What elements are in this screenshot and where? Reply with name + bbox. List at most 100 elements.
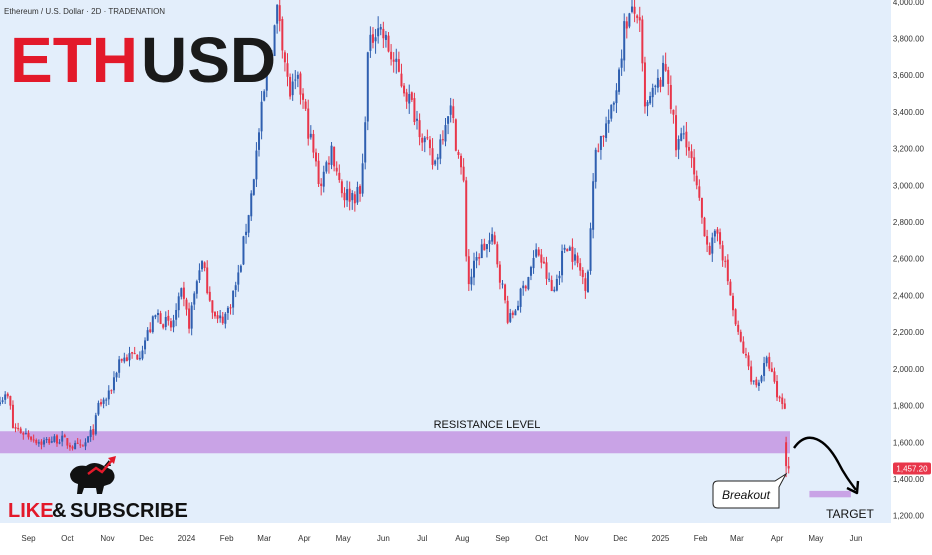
y-tick-label: 1,200.00 xyxy=(893,512,925,521)
candle-down xyxy=(716,229,719,234)
target-zone xyxy=(809,490,851,498)
candle-up xyxy=(480,244,483,259)
candle-up xyxy=(258,132,261,150)
candle-up xyxy=(449,105,452,115)
x-tick-label: Jun xyxy=(377,534,390,543)
candle-up xyxy=(651,87,654,98)
candle-down xyxy=(506,300,509,323)
candle-down xyxy=(413,98,416,123)
candle-down xyxy=(76,442,79,444)
candle-down xyxy=(428,139,431,149)
candle-up xyxy=(594,149,597,182)
y-tick-label: 3,200.00 xyxy=(893,145,925,154)
x-tick-label: Jul xyxy=(417,534,427,543)
candle-up xyxy=(268,62,271,71)
candle-down xyxy=(706,236,709,245)
candle-down xyxy=(773,371,776,382)
candle-down xyxy=(68,445,71,448)
candle-down xyxy=(726,259,729,282)
candle-up xyxy=(447,116,450,124)
candle-up xyxy=(757,382,760,386)
candle-down xyxy=(390,51,393,60)
x-tick-label: May xyxy=(808,534,823,543)
x-tick-label: Oct xyxy=(61,534,74,543)
x-tick-label: 2024 xyxy=(178,534,196,543)
candle-up xyxy=(61,435,64,442)
candle-down xyxy=(708,245,711,255)
candle-down xyxy=(167,315,170,321)
candle-down xyxy=(320,183,323,187)
candle-up xyxy=(175,309,178,320)
candle-down xyxy=(14,427,17,429)
candle-down xyxy=(744,353,747,356)
x-tick-label: Sep xyxy=(495,534,510,543)
candle-up xyxy=(592,181,595,230)
candle-up xyxy=(760,376,763,382)
candle-up xyxy=(1,400,4,402)
like-text: LIKE xyxy=(8,500,54,522)
candle-up xyxy=(529,267,532,276)
y-tick-label: 3,000.00 xyxy=(893,181,925,190)
candle-down xyxy=(66,438,69,446)
candle-down xyxy=(750,366,753,382)
candle-down xyxy=(348,188,351,202)
candle-down xyxy=(441,139,444,141)
candle-down xyxy=(732,295,735,311)
candle-down xyxy=(387,35,390,52)
candle-up xyxy=(436,157,439,160)
candle-down xyxy=(343,192,346,201)
y-tick-label: 3,400.00 xyxy=(893,108,925,117)
candle-down xyxy=(693,157,696,175)
candle-up xyxy=(682,133,685,135)
x-tick-label: Mar xyxy=(257,534,271,543)
x-axis[interactable]: Sep Oct Nov Dec 2024 Feb Mar Apr May Jun Jul Aug Sep… xyxy=(21,534,862,543)
candle-up xyxy=(330,145,333,165)
y-tick-label: 2,200.00 xyxy=(893,328,925,337)
candle-up xyxy=(232,290,235,308)
candle-up xyxy=(112,377,115,391)
candle-down xyxy=(550,280,553,292)
candle-down xyxy=(597,150,600,152)
y-axis[interactable]: 1,200.00 1,400.00 1,600.00 1,800.00 2,000.00… xyxy=(893,0,925,521)
candle-down xyxy=(55,435,58,444)
candle-down xyxy=(216,315,219,319)
candle-up xyxy=(53,436,56,442)
candle-up xyxy=(711,237,714,254)
candle-up xyxy=(395,58,398,62)
candle-down xyxy=(338,172,341,181)
x-tick-label: Dec xyxy=(139,534,153,543)
candle-down xyxy=(17,427,20,430)
candle-up xyxy=(102,399,105,404)
candle-down xyxy=(483,243,486,251)
candle-down xyxy=(340,181,343,194)
candle-down xyxy=(314,152,317,162)
candle-down xyxy=(698,186,701,198)
candle-down xyxy=(22,433,25,435)
resistance-level-label: RESISTANCE LEVEL xyxy=(434,419,541,431)
candle-down xyxy=(724,260,727,262)
candle-down xyxy=(333,146,336,167)
candle-up xyxy=(245,231,248,235)
candle-up xyxy=(291,81,294,96)
candle-down xyxy=(211,300,214,313)
candle-up xyxy=(623,21,626,61)
candles-group xyxy=(0,0,790,478)
candle-up xyxy=(361,163,364,194)
candle-up xyxy=(475,257,478,261)
candle-up xyxy=(563,247,566,250)
candle-up xyxy=(237,272,240,285)
candle-down xyxy=(30,436,33,440)
candle-up xyxy=(107,390,110,400)
candle-down xyxy=(633,6,636,14)
bull-logo-icon xyxy=(70,456,116,494)
candle-down xyxy=(498,264,501,283)
candle-up xyxy=(763,363,766,376)
candle-down xyxy=(206,267,209,294)
y-tick-label: 1,600.00 xyxy=(893,438,925,447)
candle-up xyxy=(276,4,279,24)
candle-up xyxy=(58,442,61,444)
candle-up xyxy=(610,104,613,119)
candle-up xyxy=(164,317,167,327)
candle-down xyxy=(418,120,421,138)
